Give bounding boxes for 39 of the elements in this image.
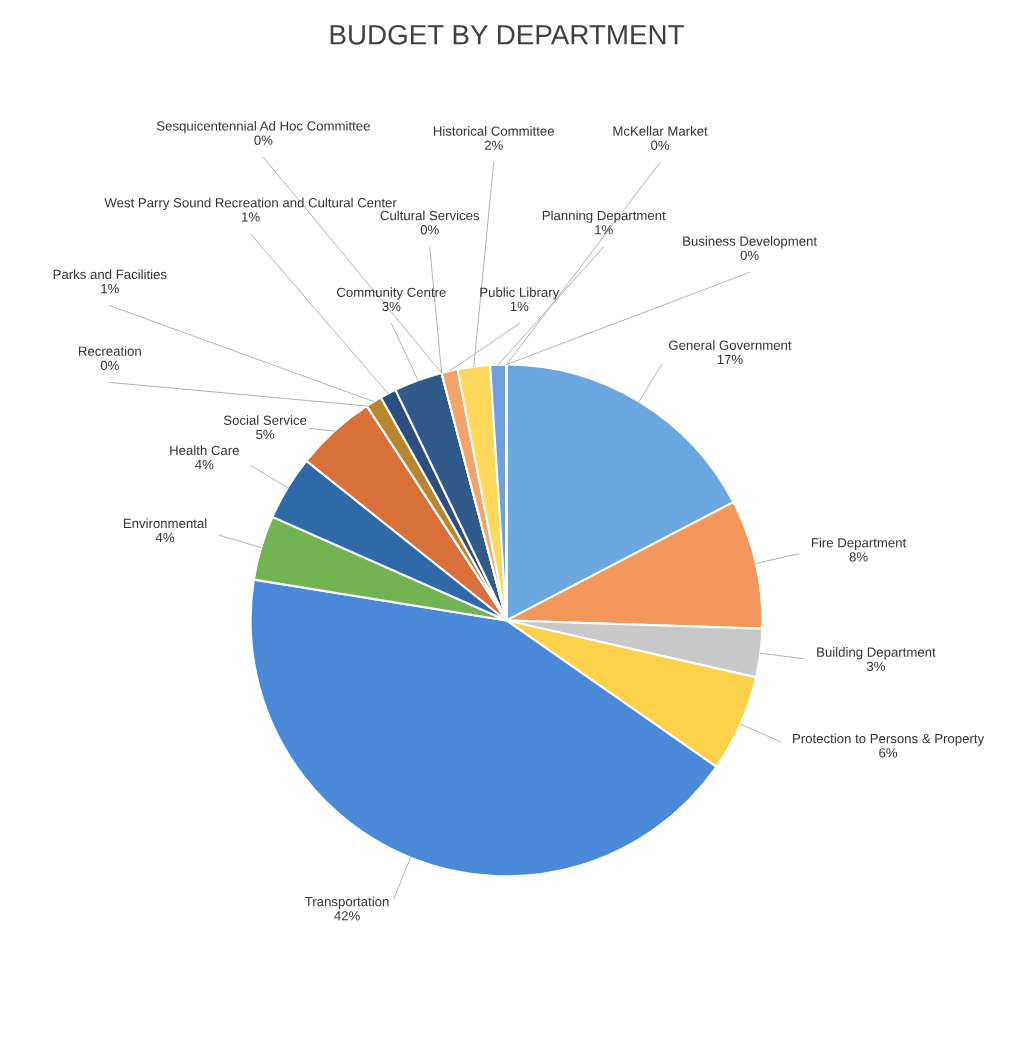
data-label: 5% (256, 429, 275, 440)
category-label: McKellar Market (613, 126, 708, 136)
slice-label: Fire Department (811, 537, 907, 551)
slice-label: Planning Department (542, 210, 666, 223)
slice-label: Transportation (305, 896, 389, 909)
text: 0% (651, 140, 670, 150)
data-label: 3% (382, 301, 401, 312)
data-label: 42% (334, 911, 360, 921)
slice-label: Health Care (170, 445, 239, 456)
slice-label: Environmental (123, 518, 207, 529)
slice-label: West Parry Sound Recreation and Cultural Center (104, 197, 397, 211)
text: 0% (100, 360, 119, 371)
data-label: 4% (195, 459, 214, 470)
data-label: 6% (879, 748, 898, 758)
data-label: 1% (242, 212, 260, 222)
data-label: 4% (155, 532, 175, 543)
data-label: 1% (510, 301, 529, 312)
slice-label: Community Centre (337, 287, 446, 300)
category-label: Recreation (79, 346, 141, 356)
slice-label: Protection to Persons & Property (793, 733, 985, 746)
slice-label: Parks and Facilities (53, 269, 167, 280)
slice-label: Public Library (480, 287, 560, 300)
data-label: 17% (717, 354, 743, 365)
data-label: 1% (595, 225, 613, 235)
slice-label: Building Department (817, 647, 936, 660)
data-label: 8% (849, 552, 868, 562)
data-label: 2% (484, 140, 503, 150)
slice-label: Historical Committee (433, 126, 554, 136)
data-label: 3% (866, 661, 885, 672)
chart-title: BUDGET BY DEPARTMENT (330, 24, 684, 45)
text: 0% (420, 225, 439, 235)
text: 0% (254, 135, 273, 145)
slice-label: Social Service (223, 415, 307, 425)
text: 0% (740, 250, 759, 261)
category-label: Sesquicentennial Ad Hoc Committee (156, 120, 370, 134)
category-label: Business Development (683, 236, 817, 249)
category-label: Cultural Services (380, 210, 480, 221)
slice-label: General Government (669, 340, 792, 350)
data-label: 1% (101, 283, 119, 294)
